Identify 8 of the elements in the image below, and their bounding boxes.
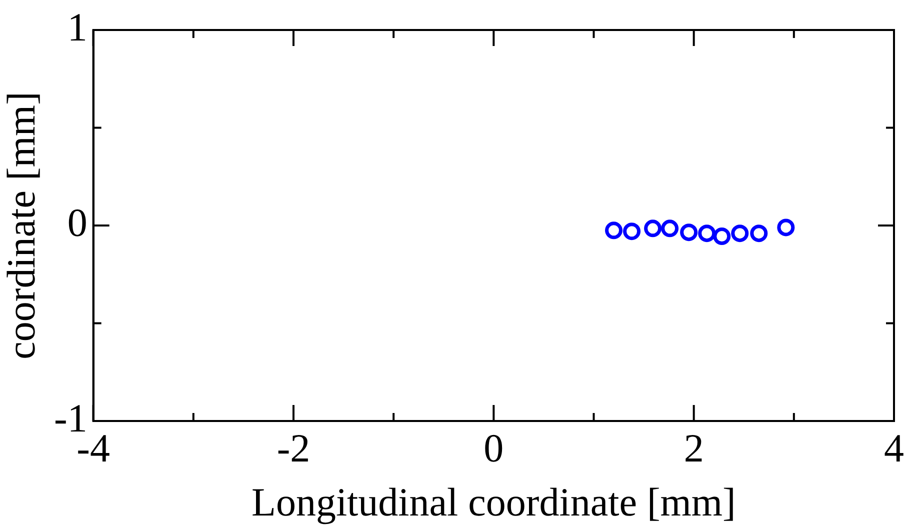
y-tick-label: 1 [67, 4, 88, 50]
x-axis-title: Longitudinal coordinate [mm] [251, 480, 736, 524]
x-tick-label: 0 [484, 426, 504, 470]
y-tick-label: 0 [67, 200, 88, 245]
x-tick-label: -2 [276, 426, 310, 470]
y-axis-title: coordinate [mm] [0, 92, 44, 360]
x-tick-label: 4 [884, 426, 904, 470]
x-tick-label: 2 [684, 426, 704, 470]
